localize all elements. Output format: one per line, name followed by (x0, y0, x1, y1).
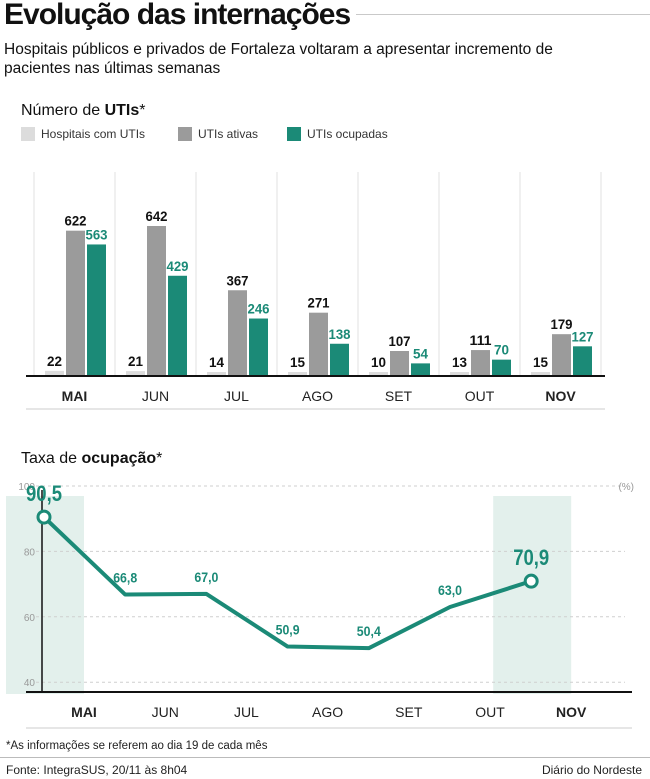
bar-value-label: 13 (452, 354, 467, 370)
bar (126, 371, 145, 376)
bar (228, 290, 247, 376)
bar-value-label: 271 (308, 295, 330, 311)
source-text: Fonte: IntegraSUS, 20/11 às 8h04 (6, 763, 188, 777)
occupancy-title-bold: ocupação (81, 450, 157, 467)
bar (66, 230, 85, 376)
x-tick-label: AGO (312, 704, 343, 720)
x-tick-label: MAI (71, 704, 97, 720)
point-value-label: 67,0 (194, 569, 218, 585)
point-value-label: 70,9 (513, 545, 549, 570)
uti-title-bold: UTIs (104, 102, 140, 119)
bar-value-label: 622 (65, 213, 87, 229)
x-tick-label: SET (385, 388, 413, 404)
bar (249, 318, 268, 376)
point-marker (36, 509, 52, 525)
uti-bar-chart: 22 21 14 15 10 13 15 622 642 367 271 107 111 179 563 42… (26, 172, 605, 410)
point-value-label: 66,8 (113, 570, 137, 586)
point-marker (523, 573, 539, 589)
bar (147, 226, 166, 376)
legend-swatch-hospitais (21, 127, 35, 141)
legend-label-ocupadas: UTIs ocupadas (307, 127, 388, 141)
x-tick-label: NOV (545, 388, 576, 404)
y-tick-label: 80 (24, 547, 36, 558)
legend-item-ocupadas: UTIs ocupadas (287, 127, 388, 141)
bar-value-label: 138 (329, 326, 351, 342)
x-tick-label: JUL (224, 388, 249, 404)
x-tick-label: JUN (152, 704, 179, 720)
occupancy-line (42, 515, 532, 651)
footnote: *As informações se referem ao dia 19 de … (6, 740, 268, 752)
legend-item-hospitais: Hospitais com UTIs (21, 127, 145, 141)
bar-value-label: 179 (551, 316, 573, 332)
x-tick-label: AGO (302, 388, 333, 404)
bar-value-label: 563 (86, 226, 108, 242)
x-tick-label: OUT (465, 388, 495, 404)
bar-value-label: 14 (209, 354, 224, 370)
point-value-label: 50,4 (357, 623, 381, 639)
occupancy-chart-title: Taxa de ocupação* (21, 450, 162, 468)
bar-value-label: 367 (227, 272, 249, 288)
page-title: Evolução das internações (4, 0, 351, 31)
bar (369, 372, 388, 376)
legend-label-ativas: UTIs ativas (198, 127, 259, 141)
page-subtitle: Hospitais públicos e privados de Fortale… (4, 41, 553, 77)
y-tick-label: 40 (24, 678, 36, 689)
bar (168, 275, 187, 376)
bar-value-label: 111 (470, 332, 492, 348)
credit-text: Diário do Nordeste (541, 763, 642, 777)
bar (492, 359, 511, 376)
bar-value-label: 70 (494, 342, 509, 358)
bar-value-label: 429 (167, 258, 189, 274)
bar-value-label: 246 (248, 301, 270, 317)
x-tick-label: SET (395, 704, 423, 720)
y-tick-label: 100 (18, 482, 35, 493)
occupancy-title-suffix: * (156, 450, 163, 467)
bar (390, 351, 409, 376)
uti-title-prefix: Número de (21, 102, 105, 119)
x-tick-label: NOV (556, 704, 587, 720)
title-rule (356, 14, 650, 15)
uti-chart-title: Número de UTIs* (21, 102, 146, 120)
bar (573, 346, 592, 376)
bar (471, 350, 490, 376)
highlight-band (6, 496, 84, 694)
highlight-band (493, 496, 572, 694)
bar (87, 244, 106, 376)
bar (330, 343, 349, 376)
y-unit-label: (%) (618, 482, 634, 493)
footer-rule (0, 757, 650, 758)
bar-value-label: 54 (413, 345, 428, 361)
bar-value-label: 21 (128, 353, 143, 369)
x-tick-label: JUL (234, 704, 259, 720)
bar (45, 370, 64, 376)
legend-swatch-ativas (178, 127, 192, 141)
bar-value-label: 127 (572, 328, 594, 344)
point-value-label: 90,5 (26, 481, 62, 506)
bar (309, 312, 328, 376)
point-value-label: 63,0 (438, 582, 462, 598)
bar (411, 363, 430, 376)
bar (552, 334, 571, 376)
bar (531, 372, 550, 376)
bar-value-label: 22 (47, 353, 62, 369)
y-tick-label: 60 (24, 613, 36, 624)
bar-value-label: 107 (389, 333, 411, 349)
occupancy-line-chart: 100 80 60 40 (%) 90,5 66,8 67,0 50,9 50,4 63,0 70,9… (6, 481, 634, 729)
bar-value-label: 10 (371, 354, 386, 370)
legend-item-ativas: UTIs ativas (178, 127, 258, 141)
x-tick-label: JUN (142, 388, 169, 404)
bar-value-label: 15 (290, 354, 305, 370)
bar (288, 372, 307, 376)
bar-value-label: 15 (533, 354, 548, 370)
x-tick-label: MAI (62, 388, 88, 404)
bar (450, 372, 469, 376)
legend-label-hospitais: Hospitais com UTIs (41, 127, 146, 141)
point-value-label: 50,9 (276, 622, 300, 638)
bar (207, 372, 226, 376)
x-tick-label: OUT (475, 704, 505, 720)
bar-value-label: 642 (146, 208, 168, 224)
uti-title-suffix: * (139, 102, 146, 119)
occupancy-title-prefix: Taxa de (21, 450, 82, 467)
legend-swatch-ocupadas (287, 127, 301, 141)
